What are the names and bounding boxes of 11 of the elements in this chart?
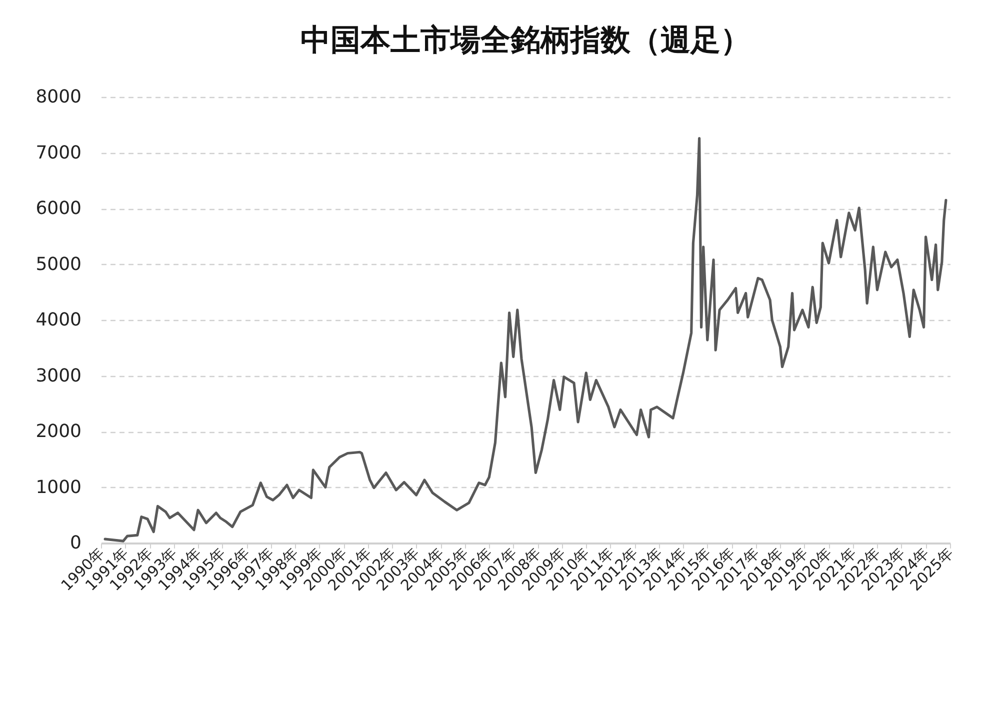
y-tick-label: 1000 <box>36 476 82 498</box>
y-tick-label: 6000 <box>36 198 82 219</box>
chart-title: 中国本土市場全銘柄指数（週足） <box>300 23 750 58</box>
y-tick-label: 0 <box>70 532 82 554</box>
y-tick-label: 4000 <box>36 310 82 330</box>
y-tick-label: 3000 <box>36 365 82 386</box>
y-tick-label: 8000 <box>36 86 82 108</box>
y-tick-label: 7000 <box>36 142 82 164</box>
line-series <box>104 136 948 542</box>
y-tick-label: 2000 <box>36 421 82 442</box>
y-tick-label: 5000 <box>36 254 82 275</box>
